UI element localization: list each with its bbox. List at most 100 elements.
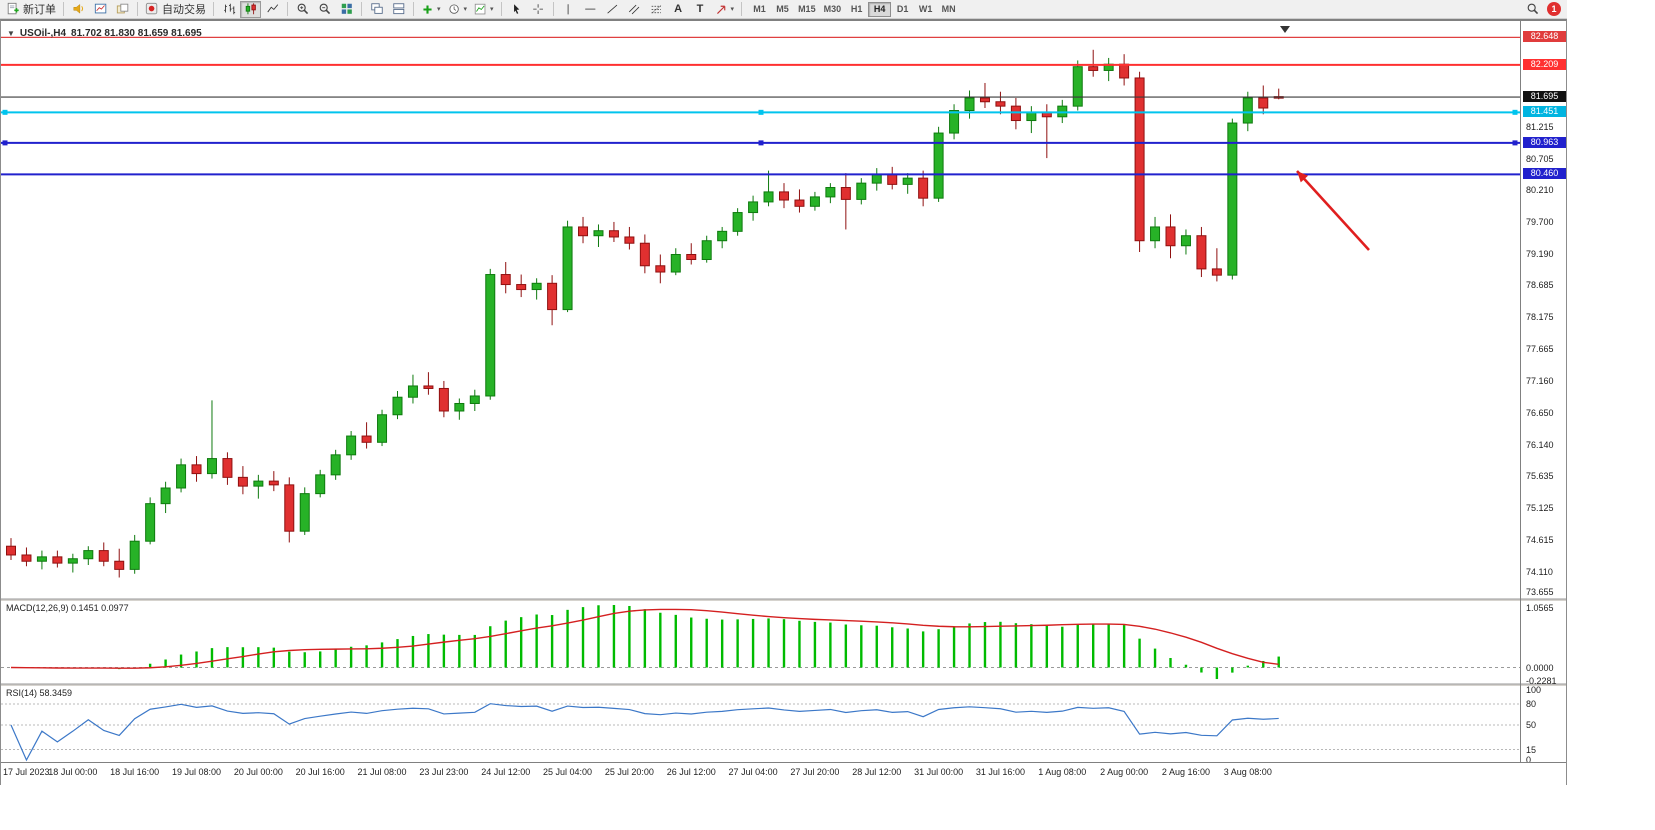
alerts-button[interactable] bbox=[68, 1, 89, 18]
timeframe-mn[interactable]: MN bbox=[937, 2, 960, 17]
candle bbox=[562, 220, 573, 313]
trendline-button[interactable] bbox=[602, 1, 623, 18]
time-axis-label: 17 Jul 2023 bbox=[3, 767, 50, 777]
panel-separator[interactable] bbox=[1, 684, 1566, 686]
time-axis-label: 25 Jul 20:00 bbox=[604, 767, 654, 777]
cascade-button[interactable] bbox=[366, 1, 387, 18]
text-icon: A bbox=[674, 3, 683, 15]
candlestick-series bbox=[6, 49, 1284, 578]
line-handle[interactable] bbox=[758, 109, 764, 115]
candle bbox=[6, 538, 16, 560]
fibonacci-button[interactable] bbox=[646, 1, 667, 18]
toolbar-separator bbox=[287, 2, 288, 16]
price-axis-label: 77.665 bbox=[1526, 344, 1554, 355]
time-axis-label: 28 Jul 12:00 bbox=[852, 767, 902, 777]
new-order-button[interactable]: 新订单 bbox=[3, 1, 59, 18]
timeframe-h4[interactable]: H4 bbox=[868, 1, 892, 17]
timeframe-m30[interactable]: M30 bbox=[820, 2, 846, 17]
candlestick-button[interactable] bbox=[240, 0, 261, 18]
period-button[interactable]: ▾ bbox=[445, 1, 471, 18]
arrange-button[interactable] bbox=[388, 1, 409, 18]
line-chart-button[interactable] bbox=[262, 1, 283, 18]
price-axis-label: 81.215 bbox=[1526, 122, 1554, 133]
price-axis-label: 80.705 bbox=[1526, 154, 1554, 165]
candle bbox=[222, 452, 233, 485]
arrows-tool-button[interactable]: ▾ bbox=[712, 1, 738, 18]
chart-shift-marker[interactable] bbox=[1280, 26, 1290, 33]
candle bbox=[655, 254, 666, 284]
zoom-in-button[interactable] bbox=[292, 1, 313, 18]
line-handle[interactable] bbox=[758, 140, 764, 146]
auto-trading-button[interactable]: 自动交易 bbox=[142, 1, 209, 18]
candle bbox=[438, 380, 449, 418]
candle bbox=[98, 542, 109, 567]
new-chart-button[interactable]: ▾ bbox=[418, 1, 444, 18]
zoom-out-button[interactable] bbox=[314, 1, 335, 18]
arrow-annotation[interactable] bbox=[1296, 170, 1370, 251]
macd-values: 0.1451 0.0977 bbox=[71, 603, 129, 613]
notification-badge[interactable]: 1 bbox=[1547, 2, 1561, 16]
candle bbox=[639, 234, 650, 274]
vertical-line-button[interactable] bbox=[558, 1, 579, 18]
price-axis[interactable]: 81.215 80.705 80.210 79.700 79.190 78.685 78.1… bbox=[1520, 21, 1567, 765]
candle bbox=[933, 126, 944, 202]
candle bbox=[1026, 106, 1037, 134]
candle bbox=[949, 104, 960, 140]
label-icon: T bbox=[696, 3, 704, 15]
line-handle[interactable] bbox=[1512, 140, 1518, 146]
bar-chart-button[interactable] bbox=[218, 1, 239, 18]
price-axis-label: 74.110 bbox=[1526, 566, 1553, 577]
time-axis[interactable]: 17 Jul 2023 18 Jul 00:00 18 Jul 16:00 19 Ju… bbox=[1, 762, 1566, 786]
trading-terminal: 新订单 自动交易 bbox=[0, 0, 1567, 786]
timeframe-h1[interactable]: H1 bbox=[845, 2, 868, 17]
candle bbox=[500, 262, 511, 294]
time-axis-label: 26 Jul 12:00 bbox=[666, 767, 716, 777]
candle bbox=[1088, 49, 1099, 77]
rsi-value: 58.3459 bbox=[39, 688, 73, 698]
price-tag: 82.209 bbox=[1523, 58, 1566, 70]
rsi-line bbox=[10, 703, 1279, 762]
tile-windows-button[interactable] bbox=[336, 1, 357, 18]
price-tag: 81.451 bbox=[1523, 106, 1566, 118]
chart-dropdown-icon[interactable]: ▼ bbox=[7, 29, 15, 38]
price-axis-label: 80.210 bbox=[1526, 185, 1554, 196]
chart-canvas[interactable] bbox=[1, 21, 1566, 785]
candle bbox=[1211, 248, 1222, 282]
candle bbox=[114, 548, 125, 578]
timeframe-d1[interactable]: D1 bbox=[891, 2, 914, 17]
candle bbox=[485, 268, 496, 400]
rsi-axis-label: 50 bbox=[1526, 720, 1537, 730]
line-handle[interactable] bbox=[2, 140, 8, 146]
timeframe-m1[interactable]: M1 bbox=[748, 2, 771, 17]
candle bbox=[1273, 88, 1284, 100]
price-axis-label: 78.685 bbox=[1526, 280, 1554, 291]
timeframe-w1[interactable]: W1 bbox=[914, 2, 937, 17]
panel-separator[interactable] bbox=[1, 599, 1566, 601]
chart-window-button[interactable] bbox=[90, 1, 111, 18]
channel-button[interactable] bbox=[624, 1, 645, 18]
text-button[interactable]: A bbox=[668, 1, 689, 18]
price-axis-label: 76.650 bbox=[1526, 407, 1554, 418]
line-handle[interactable] bbox=[2, 109, 8, 115]
timeframe-m5[interactable]: M5 bbox=[771, 2, 794, 17]
candle bbox=[52, 550, 63, 568]
timeframe-m15[interactable]: M15 bbox=[794, 2, 820, 17]
label-button[interactable]: T bbox=[690, 1, 711, 18]
indicators-button[interactable]: ▾ bbox=[471, 1, 497, 18]
macd-axis-label: 1.0565 bbox=[1526, 603, 1554, 613]
horizontal-line-button[interactable] bbox=[580, 1, 601, 18]
search-button[interactable] bbox=[1522, 1, 1543, 18]
candle bbox=[1103, 57, 1114, 82]
bar-chart-icon bbox=[223, 3, 235, 15]
candle bbox=[701, 235, 712, 263]
candle bbox=[1165, 214, 1176, 259]
profiles-button[interactable] bbox=[112, 1, 133, 18]
candle bbox=[315, 469, 326, 498]
candle bbox=[253, 474, 264, 499]
cursor-button[interactable] bbox=[506, 1, 527, 18]
line-handle[interactable] bbox=[1512, 109, 1518, 115]
time-axis-label: 2 Aug 00:00 bbox=[1100, 767, 1149, 777]
candle bbox=[670, 248, 681, 276]
auto-trading-label: 自动交易 bbox=[162, 4, 206, 16]
crosshair-button[interactable] bbox=[528, 1, 549, 18]
